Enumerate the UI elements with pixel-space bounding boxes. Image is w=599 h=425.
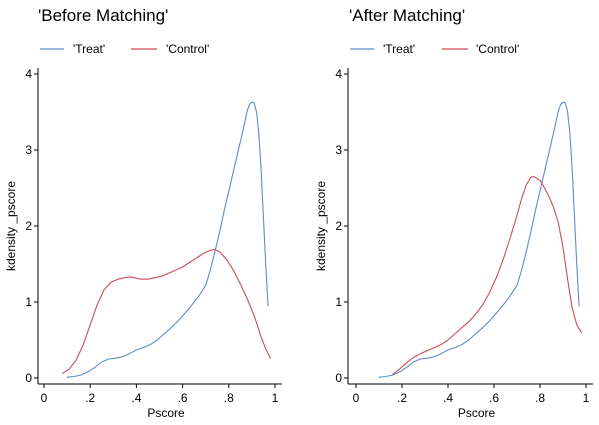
- series-line-treat: [66, 101, 269, 378]
- y-axis-title: kdensity _pscore: [4, 181, 18, 271]
- legend-label-1: 'Treat': [73, 42, 105, 56]
- y-tick-label: 0: [335, 371, 342, 385]
- y-tick-label: 3: [335, 143, 342, 157]
- x-tick-label: .2: [85, 391, 95, 405]
- series-line-treat: [378, 101, 580, 378]
- x-tick-label: .6: [489, 391, 499, 405]
- x-axis-title: Pscore: [458, 406, 496, 420]
- x-tick-label: 0: [353, 391, 360, 405]
- chart-panel-1: 'Before Matching' 'Treat' 'Control' 0 1 2 3 4 0.…: [4, 6, 282, 420]
- x-tick-label: .4: [443, 391, 453, 405]
- x-tick-label: 0: [41, 391, 48, 405]
- y-tick-label: 2: [25, 219, 32, 233]
- series-line-control: [392, 176, 582, 375]
- y-tick-label: 1: [335, 295, 342, 309]
- chart-title: 'Before Matching': [38, 6, 168, 25]
- y-tick-label: 2: [335, 219, 342, 233]
- y-tick-label: 3: [25, 143, 32, 157]
- legend-label-1: 'Treat': [383, 42, 415, 56]
- x-axis-title: Pscore: [147, 406, 185, 420]
- legend: 'Treat' 'Control': [350, 42, 519, 56]
- x-tick-label: 1: [583, 391, 590, 405]
- chart-panel-2: 'After Matching' 'Treat' 'Control' 0 1 2 3 4 0 .2…: [314, 6, 593, 420]
- y-tick-label: 4: [25, 67, 32, 81]
- legend-label-2: 'Control': [476, 42, 519, 56]
- y-axis-title: kdensity _pscore: [314, 181, 328, 271]
- y-tick-label: 4: [335, 67, 342, 81]
- x-tick-label: .8: [535, 391, 545, 405]
- x-tick-label: .2: [397, 391, 407, 405]
- series-line-control: [61, 249, 271, 374]
- x-tick-label: .6: [178, 391, 188, 405]
- x-tick-label: 1: [272, 391, 279, 405]
- legend-label-2: 'Control': [166, 42, 209, 56]
- chart-title: 'After Matching': [349, 6, 465, 25]
- y-tick-label: 0: [25, 371, 32, 385]
- y-tick-label: 1: [25, 295, 32, 309]
- x-tick-label: .8: [224, 391, 234, 405]
- legend: 'Treat' 'Control': [40, 42, 209, 56]
- x-tick-label: .4: [131, 391, 141, 405]
